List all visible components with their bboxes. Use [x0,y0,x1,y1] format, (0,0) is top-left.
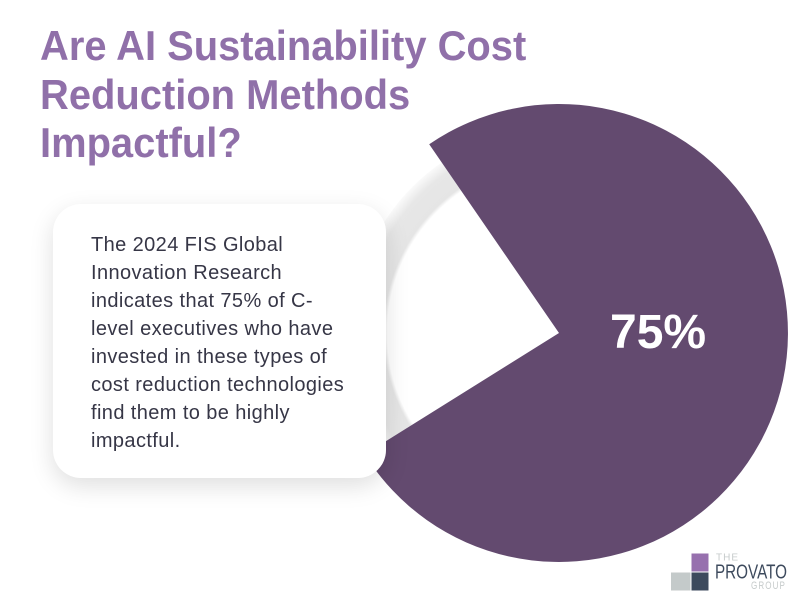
svg-text:THE: THE [716,553,739,564]
svg-text:PROVATO: PROVATO [715,562,787,584]
svg-text:GROUP: GROUP [751,580,786,592]
